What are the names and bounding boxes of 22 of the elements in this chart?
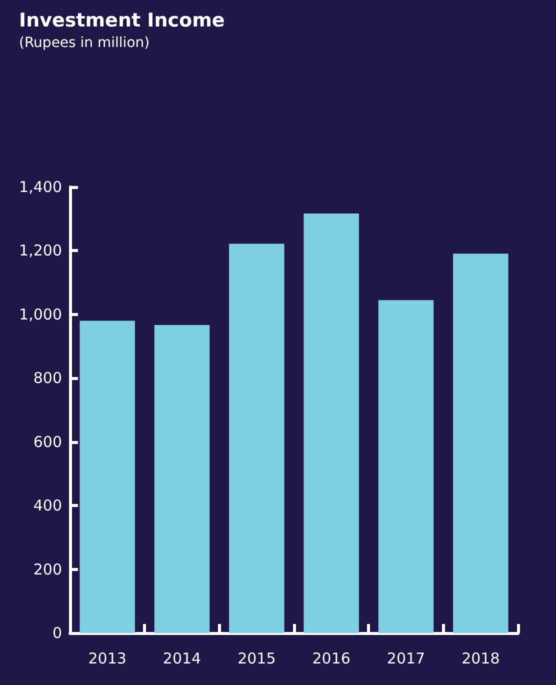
y-tick-label: 800 bbox=[33, 369, 62, 388]
y-tick-label: 200 bbox=[33, 560, 62, 578]
bar bbox=[154, 324, 210, 633]
x-tick-label: 2015 bbox=[238, 650, 276, 668]
x-tick-label: 2017 bbox=[386, 650, 426, 668]
y-tick-label: 1,400 bbox=[19, 178, 62, 196]
y-tick-label: 400 bbox=[33, 496, 62, 515]
y-tick-label: 600 bbox=[33, 432, 62, 451]
y-tick-label: 1,200 bbox=[19, 242, 62, 260]
x-tick-label: 2016 bbox=[312, 650, 350, 668]
bar bbox=[453, 254, 508, 633]
bar bbox=[229, 244, 284, 633]
x-tick-label: 2013 bbox=[88, 650, 126, 668]
y-tick-label: 0 bbox=[52, 624, 62, 642]
bar bbox=[304, 213, 359, 633]
x-tick-label: 2014 bbox=[162, 650, 202, 668]
x-tick-label: 2018 bbox=[462, 650, 500, 668]
bar bbox=[80, 320, 135, 633]
chart-subtitle: (Rupees in million) bbox=[19, 35, 150, 51]
y-tick-label: 1,000 bbox=[19, 305, 62, 324]
chart-title: Investment Income bbox=[19, 10, 225, 32]
bar bbox=[378, 300, 434, 633]
